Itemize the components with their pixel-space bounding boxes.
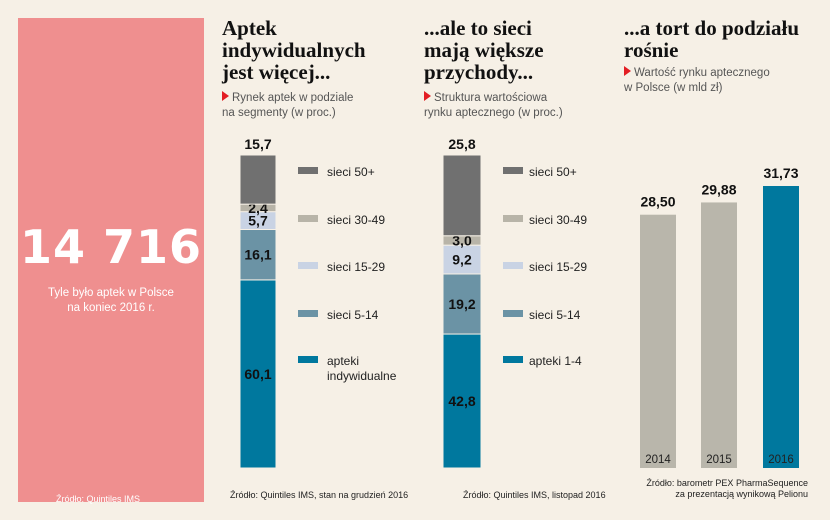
section2-subtitle-line: rynku aptecznego (w proc.) (424, 107, 563, 119)
legend-label: sieci 5-14 (529, 308, 581, 322)
section3-subtitle-line: w Polsce (w mld zł) (624, 82, 723, 94)
bar-2015 (701, 202, 737, 469)
section2-title-line: ...ale to sieci (424, 16, 532, 40)
legend-swatch (298, 356, 318, 363)
section2-title-line: mają większe (424, 38, 544, 62)
section2-title: ...ale to sieci mają większe przychody..… (424, 17, 544, 83)
section3-title-line: ...a tort do podziału (624, 16, 800, 40)
legend-label: sieci 50+ (529, 165, 577, 179)
legend-label: indywidualne (327, 369, 397, 383)
stacked-segment-apteki-indywidualne (239, 279, 277, 469)
section1-title-line: jest więcej... (222, 60, 331, 84)
segment-value-label: 42,8 (448, 393, 475, 409)
stacked-segment-apteki-1-4 (442, 333, 482, 469)
section2-subtitle-line: Struktura wartościowa (434, 92, 548, 104)
segment-value-label: 16,1 (244, 247, 271, 263)
section1-source: Źródło: Quintiles IMS, stan na grudzień … (230, 490, 409, 500)
section1-subtitle-line: Rynek aptek w podziale (232, 92, 354, 104)
highlight-source: Źródło: Quintiles IMS (56, 494, 141, 504)
pharmacy-count-caption: Tyle było aptek w Polsce na koniec 2016 … (18, 286, 204, 316)
segment-value-label: 15,7 (244, 136, 271, 152)
legend-swatch (298, 167, 318, 174)
caption-line-1: Tyle było aptek w Polsce (48, 287, 174, 299)
legend-swatch (298, 215, 318, 222)
section2-source: Źródło: Quintiles IMS, listopad 2016 (463, 490, 606, 500)
stacked-segment-sieci-50+ (239, 154, 277, 205)
legend-label: sieci 50+ (327, 165, 375, 179)
legend-label: sieci 15-29 (327, 260, 385, 274)
legend-swatch (503, 215, 523, 222)
section3-source-line: za prezentacją wynikową Pelionu (675, 489, 808, 499)
section2-title-line: przychody... (424, 60, 534, 84)
legend-label: apteki 1-4 (529, 354, 582, 368)
section1-title-line: Aptek (222, 16, 277, 40)
triangle-marker-icon (624, 66, 631, 76)
section1-subtitle: Rynek aptek w podziale na segmenty (w pr… (222, 91, 353, 121)
section3-title-line: rośnie (624, 38, 679, 62)
section2-subtitle: Struktura wartościowa rynku aptecznego (… (424, 91, 563, 121)
highlight-panel: 14 716 Tyle było aptek w Polsce na konie… (18, 18, 204, 504)
pharmacy-count: 14 716 (19, 220, 203, 274)
triangle-marker-icon (424, 91, 431, 101)
section3-subtitle: Wartość rynku aptecznego w Polsce (w mld… (624, 66, 770, 96)
segment-value-label: 60,1 (244, 366, 271, 382)
triangle-marker-icon (222, 91, 229, 101)
legend-swatch (298, 310, 318, 317)
bar-value-label: 29,88 (701, 181, 736, 197)
legend-swatch (298, 262, 318, 269)
segment-value-label: 3,0 (452, 232, 472, 248)
legend-label: sieci 15-29 (529, 260, 587, 274)
stacked-segment-sieci-15-29 (442, 244, 482, 275)
legend-label: sieci 30-49 (327, 213, 385, 227)
segment-value-label: 9,2 (452, 252, 472, 268)
stacked-segment-sieci-50+ (442, 154, 482, 237)
section3-subtitle-line: Wartość rynku aptecznego (634, 67, 770, 79)
legend-swatch (503, 310, 523, 317)
caption-line-2: na koniec 2016 r. (67, 302, 155, 314)
legend-label: apteki (327, 354, 359, 368)
section1-title-line: indywidualnych (222, 38, 366, 62)
bar-year-label: 2016 (768, 454, 794, 466)
bar-year-label: 2014 (645, 454, 671, 466)
legend-swatch (503, 262, 523, 269)
segment-value-label: 5,7 (248, 213, 268, 229)
bar-year-label: 2015 (706, 454, 732, 466)
legend-label: sieci 5-14 (327, 308, 379, 322)
section1-subtitle-line: na segmenty (w proc.) (222, 107, 336, 119)
section3-source-line: Źródło: barometr PEX PharmaSequence (646, 478, 808, 488)
bar-value-label: 31,73 (763, 165, 798, 181)
bar-2016 (763, 186, 799, 468)
section3-title: ...a tort do podziału rośnie (624, 17, 799, 61)
segment-value-label: 19,2 (448, 296, 475, 312)
section3-source: Źródło: barometr PEX PharmaSequence za p… (640, 478, 808, 500)
stacked-segment-sieci-5-14 (239, 228, 277, 281)
bar-2014 (640, 214, 676, 468)
legend-label: sieci 30-49 (529, 213, 587, 227)
legend-swatch (503, 356, 523, 363)
bar-value-label: 28,50 (640, 194, 675, 210)
section1-title: Aptek indywidualnych jest więcej... (222, 17, 366, 83)
segment-value-label: 25,8 (448, 136, 475, 152)
legend-swatch (503, 167, 523, 174)
